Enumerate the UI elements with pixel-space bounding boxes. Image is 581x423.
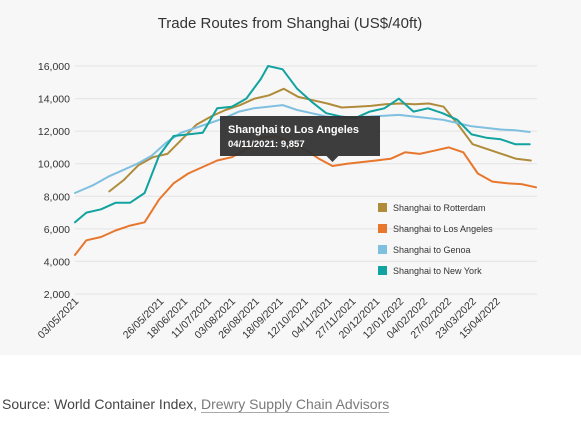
y-axis: 2,000 4,000 6,000 8,000 10,000 12,000 14,000 16… bbox=[38, 61, 70, 301]
series-line-3 bbox=[74, 104, 531, 194]
legend-swatch[interactable] bbox=[378, 245, 387, 254]
grid-lines bbox=[75, 65, 537, 295]
chart-card: Trade Routes from Shanghai (US$/40ft) 2,… bbox=[36, 15, 537, 342]
legend-swatch[interactable] bbox=[378, 224, 387, 233]
source-note: Source: World Container Index, Drewry Su… bbox=[2, 396, 390, 413]
source-prefix: Source: World Container Index, bbox=[2, 396, 201, 412]
legend-swatch[interactable] bbox=[378, 203, 387, 212]
y-tick-label: 2,000 bbox=[44, 289, 70, 301]
x-axis: 03/05/2021 26/05/202118/06/202111/07/2021… bbox=[36, 296, 503, 342]
series-line-1 bbox=[108, 87, 532, 193]
legend-label[interactable]: Shanghai to Rotterdam bbox=[393, 203, 486, 213]
chart-title: Trade Routes from Shanghai (US$/40ft) bbox=[158, 15, 423, 32]
legend-label[interactable]: Shanghai to Genoa bbox=[393, 245, 471, 255]
tooltip-title: Shanghai to Los Angeles bbox=[228, 124, 359, 136]
x-tick-label: 03/05/2021 bbox=[36, 296, 82, 342]
y-tick-label: 12,000 bbox=[38, 126, 70, 138]
y-tick-label: 16,000 bbox=[38, 61, 70, 73]
legend-label[interactable]: Shanghai to New York bbox=[393, 266, 482, 276]
tooltip-box bbox=[220, 116, 380, 162]
y-tick-label: 4,000 bbox=[44, 256, 70, 268]
tooltip: Shanghai to Los Angeles 04/11/2021: 9,857 bbox=[220, 116, 380, 162]
legend-swatch[interactable] bbox=[378, 266, 387, 275]
line-chart: Trade Routes from Shanghai (US$/40ft) 2,… bbox=[36, 15, 537, 342]
legend[interactable]: Shanghai to Rotterdam Shanghai to Los Ang… bbox=[378, 203, 493, 276]
source-link[interactable]: Drewry Supply Chain Advisors bbox=[200, 396, 390, 413]
tooltip-value: 04/11/2021: 9,857 bbox=[228, 139, 305, 150]
y-tick-label: 14,000 bbox=[38, 94, 70, 106]
y-tick-label: 10,000 bbox=[38, 159, 70, 171]
y-tick-label: 6,000 bbox=[44, 224, 70, 236]
legend-label[interactable]: Shanghai to Los Angeles bbox=[393, 224, 493, 234]
y-tick-label: 8,000 bbox=[44, 191, 70, 203]
series-line-4 bbox=[74, 65, 531, 224]
